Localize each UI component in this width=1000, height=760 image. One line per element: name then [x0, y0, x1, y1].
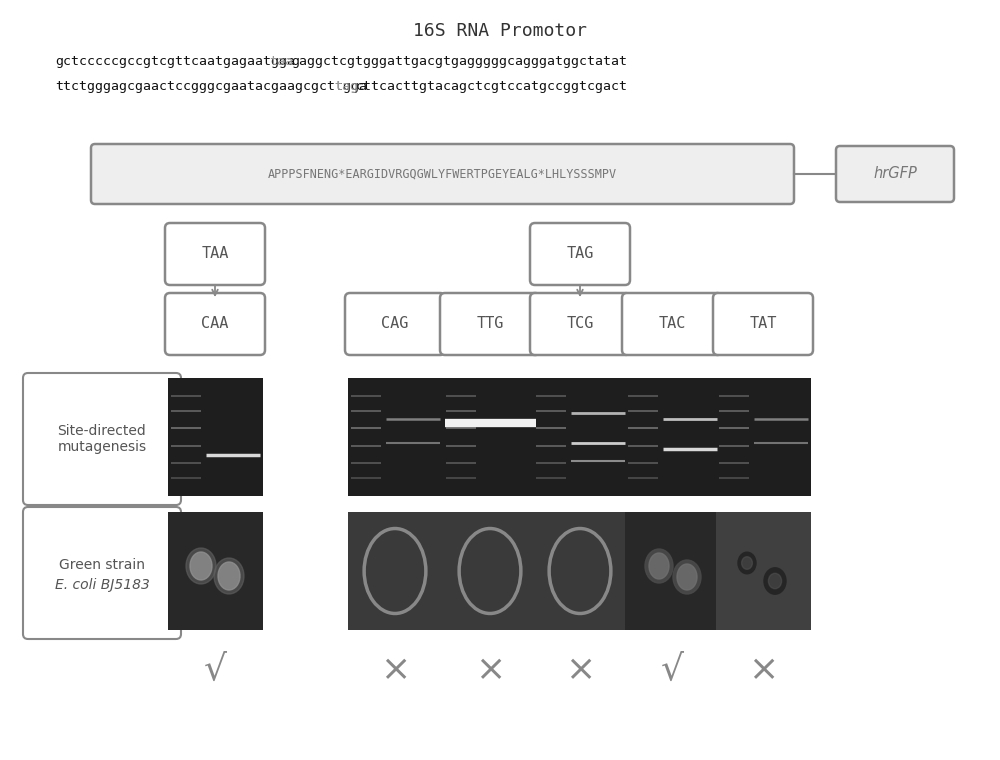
Text: gctcccccgccgtcgttcaatgagaatgga: gctcccccgccgtcgttcaatgagaatgga [55, 55, 295, 68]
Text: √: √ [660, 653, 684, 687]
Ellipse shape [649, 553, 669, 579]
FancyBboxPatch shape [622, 293, 722, 355]
FancyBboxPatch shape [165, 223, 265, 285]
FancyBboxPatch shape [91, 144, 794, 204]
Text: tag: tag [334, 80, 358, 93]
FancyBboxPatch shape [165, 293, 265, 355]
Text: TAG: TAG [566, 246, 594, 261]
FancyBboxPatch shape [713, 293, 813, 355]
Ellipse shape [742, 556, 752, 569]
Bar [168, 378, 262, 496]
Text: ×: × [475, 653, 505, 687]
Ellipse shape [768, 573, 782, 589]
Text: TAA: TAA [201, 246, 229, 261]
Bar [348, 378, 442, 496]
Ellipse shape [764, 568, 786, 594]
Bar [532, 512, 628, 630]
FancyBboxPatch shape [530, 293, 630, 355]
Ellipse shape [214, 558, 244, 594]
Bar [532, 512, 628, 630]
Text: E. coli BJ5183: E. coli BJ5183 [55, 578, 149, 592]
Ellipse shape [673, 560, 701, 594]
Bar [716, 512, 810, 630]
Bar [442, 378, 538, 496]
Ellipse shape [738, 553, 756, 574]
Text: APPPSFNENG*EARGIDVRGQGWLYFWERTPGEYEALG*LHLYSSSMPV: APPPSFNENG*EARGIDVRGQGWLYFWERTPGEYEALG*L… [268, 167, 617, 181]
Bar [716, 378, 810, 496]
Bar [348, 512, 442, 630]
Ellipse shape [190, 552, 212, 580]
Ellipse shape [677, 564, 697, 590]
FancyBboxPatch shape [345, 293, 445, 355]
Text: TCG: TCG [566, 316, 594, 331]
Bar [624, 512, 720, 630]
FancyBboxPatch shape [440, 293, 540, 355]
FancyBboxPatch shape [23, 373, 181, 505]
Text: ttctgggagcgaactccgggcgaatacgaagcgcttgga: ttctgggagcgaactccgggcgaatacgaagcgcttgga [55, 80, 367, 93]
Bar [532, 378, 628, 496]
Text: taa: taa [270, 55, 294, 68]
FancyBboxPatch shape [836, 146, 954, 202]
Bar [442, 512, 538, 630]
Text: TTG: TTG [476, 316, 504, 331]
Text: cttcacttgtacagctcgtccatgccggtcgact: cttcacttgtacagctcgtccatgccggtcgact [355, 80, 627, 93]
Text: Site-directed
mutagenesis: Site-directed mutagenesis [57, 424, 147, 454]
Text: CAA: CAA [201, 316, 229, 331]
Text: TAT: TAT [749, 316, 777, 331]
FancyBboxPatch shape [23, 507, 181, 639]
Ellipse shape [186, 548, 216, 584]
Text: gaggctcgtgggattgacgtgagggggcagggatggctatat: gaggctcgtgggattgacgtgagggggcagggatggctat… [291, 55, 627, 68]
Bar [442, 512, 538, 630]
Bar [624, 378, 720, 496]
FancyBboxPatch shape [530, 223, 630, 285]
Text: ×: × [380, 653, 410, 687]
Bar [716, 512, 810, 630]
Ellipse shape [645, 549, 673, 583]
Text: CAG: CAG [381, 316, 409, 331]
Bar [348, 512, 442, 630]
Text: 16S RNA Promotor: 16S RNA Promotor [413, 22, 587, 40]
Text: ×: × [565, 653, 595, 687]
Text: Green strain: Green strain [59, 558, 145, 572]
Text: TAC: TAC [658, 316, 686, 331]
Ellipse shape [218, 562, 240, 590]
Text: ×: × [748, 653, 778, 687]
Text: √: √ [204, 653, 226, 687]
Text: hrGFP: hrGFP [873, 166, 917, 182]
Bar [168, 512, 262, 630]
